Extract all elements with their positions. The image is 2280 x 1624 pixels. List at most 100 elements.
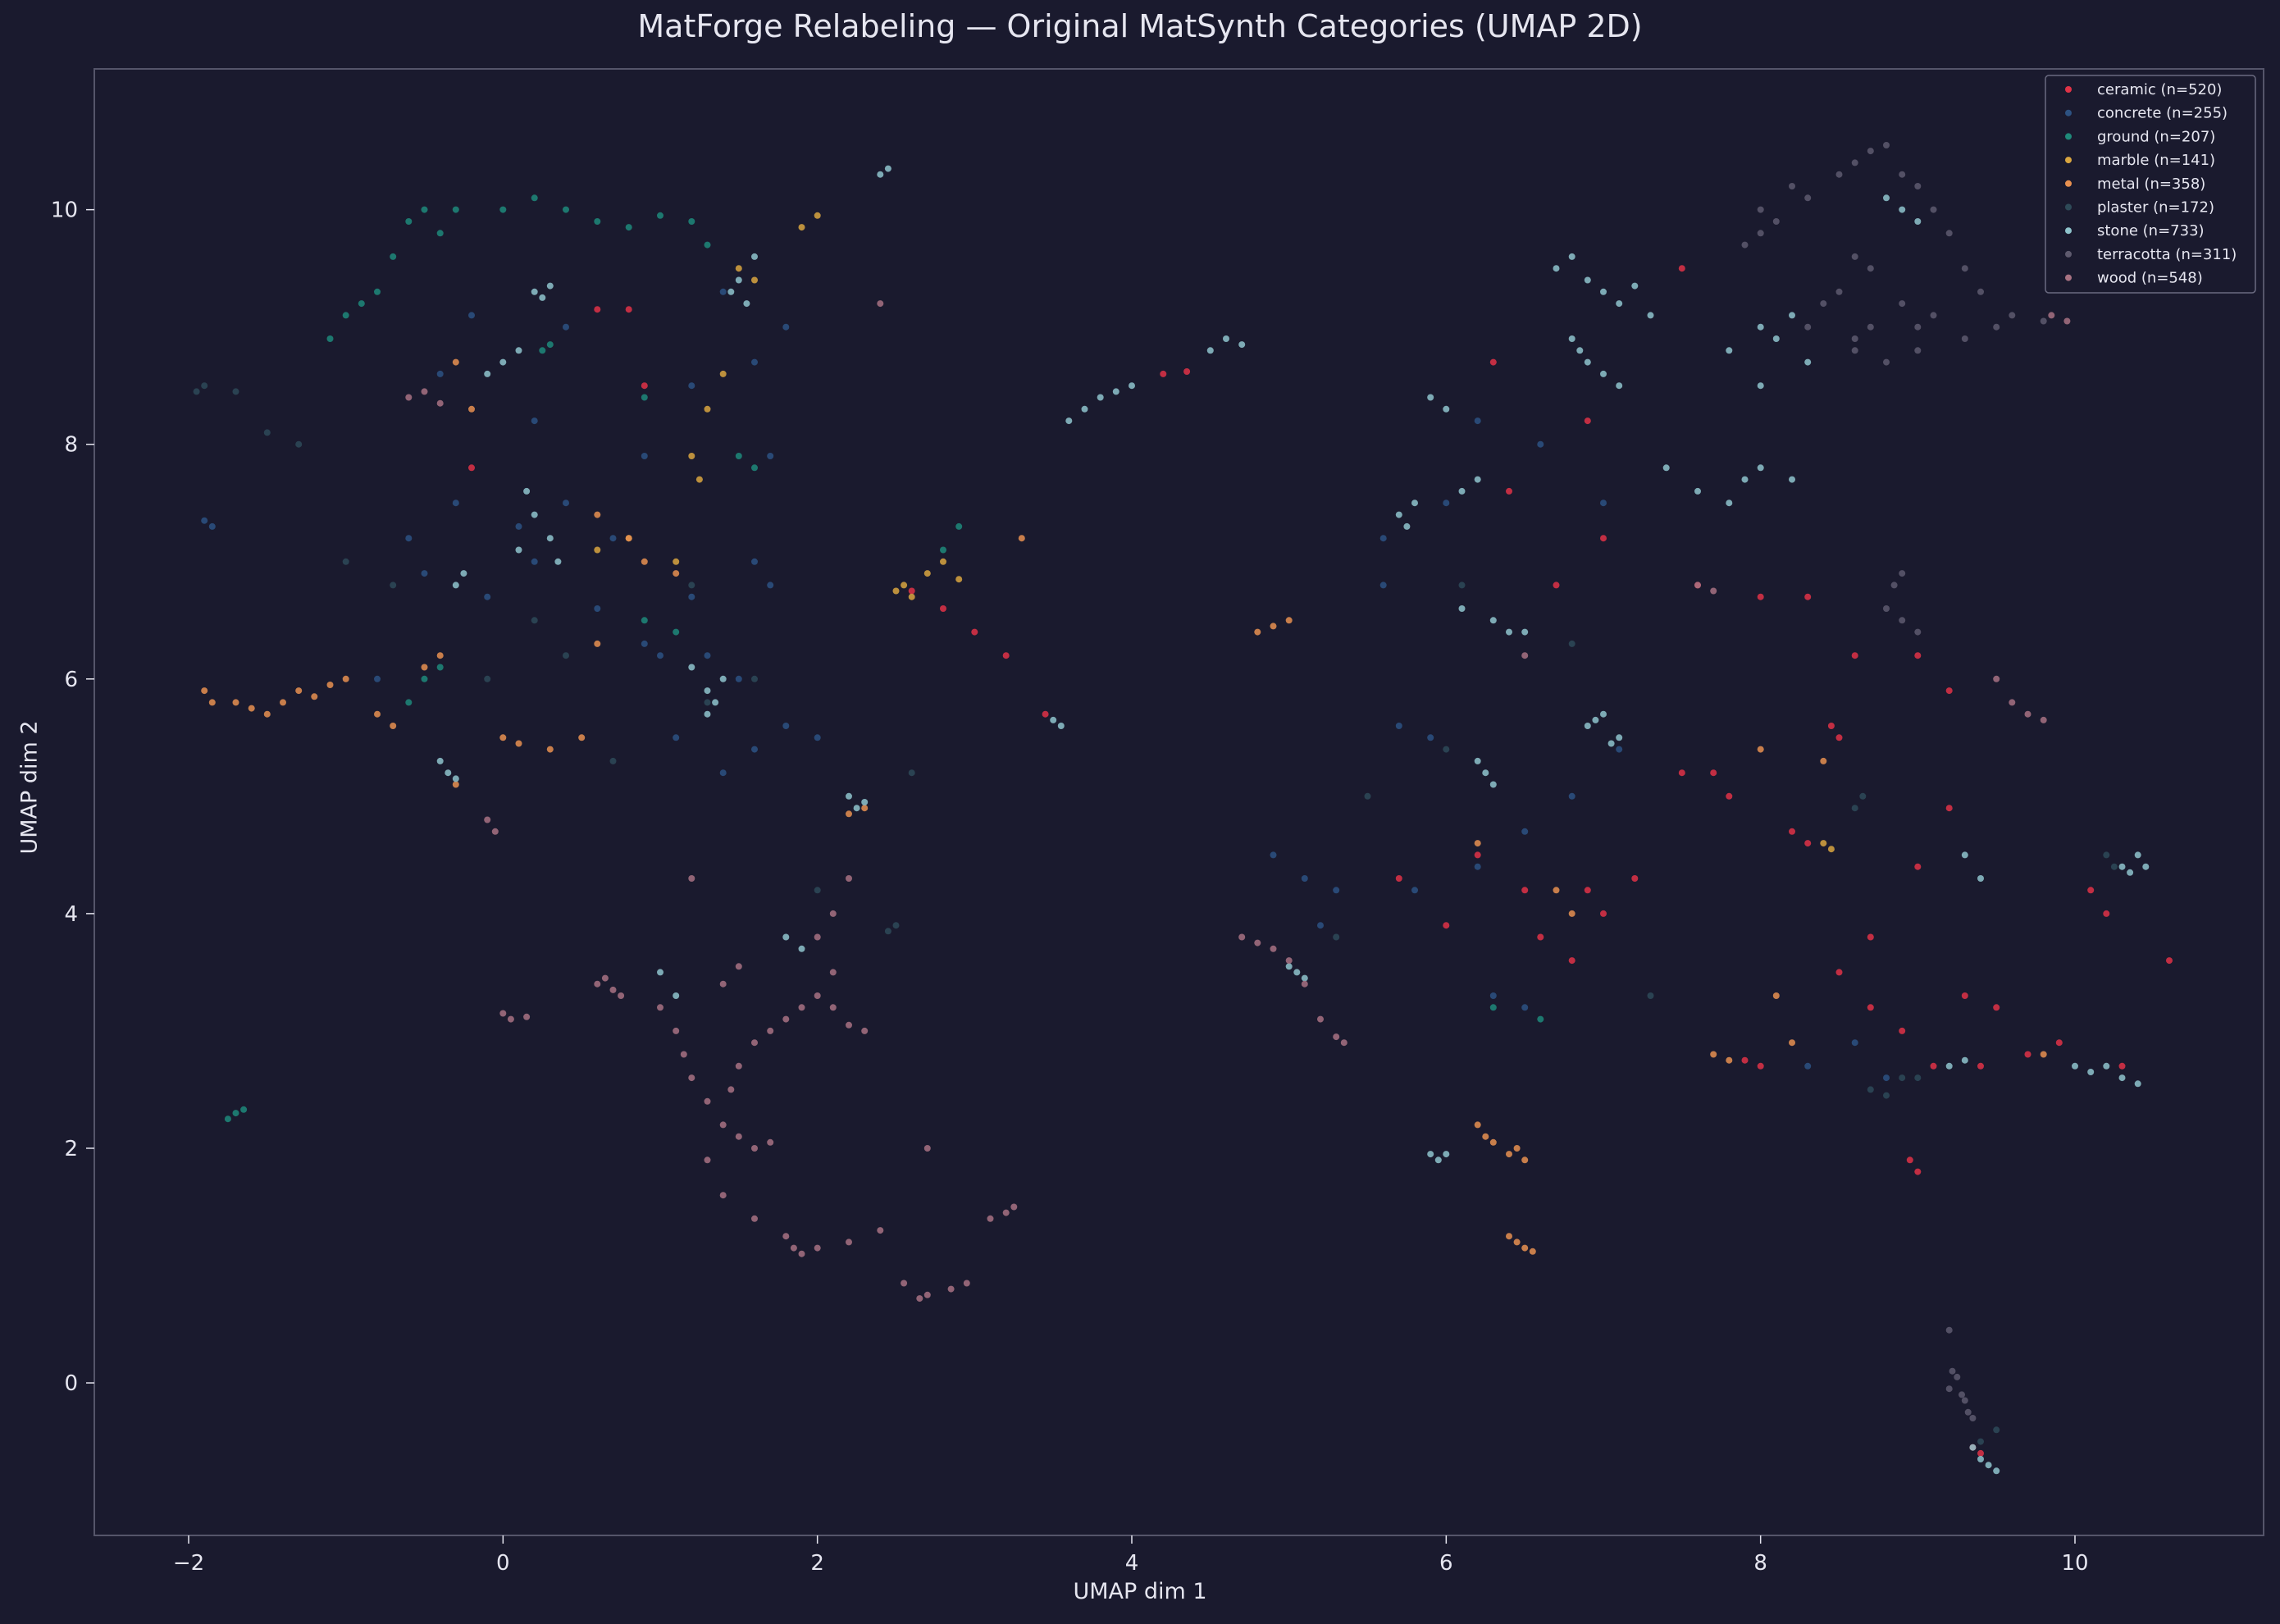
- data-point: [1883, 1074, 1890, 1082]
- data-point: [1458, 605, 1466, 612]
- data-point: [798, 224, 805, 231]
- legend-marker: [2065, 203, 2072, 211]
- data-point: [452, 358, 459, 366]
- data-point: [1434, 1156, 1442, 1164]
- data-point: [1914, 1074, 1922, 1082]
- data-point: [2040, 1051, 2047, 1058]
- data-point: [1537, 933, 1544, 941]
- data-point: [1489, 617, 1497, 624]
- data-point: [468, 464, 475, 472]
- data-point: [735, 265, 742, 272]
- data-point: [1568, 640, 1575, 647]
- data-point: [853, 805, 860, 812]
- data-point: [1592, 716, 1599, 723]
- data-point: [1741, 241, 1749, 249]
- data-point: [814, 887, 821, 894]
- data-point: [829, 969, 837, 976]
- data-point: [1081, 405, 1088, 413]
- data-point: [1789, 828, 1795, 835]
- data-point: [908, 769, 915, 777]
- data-point: [751, 276, 758, 284]
- data-point: [311, 693, 318, 700]
- data-point: [846, 1239, 852, 1246]
- data-point: [1206, 347, 1214, 354]
- data-point: [1458, 487, 1466, 495]
- data-point: [1482, 1133, 1489, 1140]
- data-point: [1914, 347, 1922, 354]
- data-point: [1568, 335, 1575, 342]
- data-point: [657, 969, 663, 976]
- data-point: [1443, 746, 1450, 753]
- x-tick-label: 10: [2061, 1551, 2088, 1576]
- data-point: [1584, 887, 1591, 894]
- data-point: [955, 576, 963, 583]
- data-point: [1820, 757, 1827, 764]
- data-point: [326, 335, 334, 342]
- data-point: [1961, 265, 1968, 272]
- data-point: [704, 652, 711, 659]
- data-point: [1726, 347, 1733, 354]
- data-point: [1010, 1203, 1018, 1211]
- data-point: [719, 1192, 727, 1199]
- data-point: [436, 370, 444, 377]
- data-point: [531, 558, 538, 565]
- data-point: [877, 171, 884, 178]
- data-point: [1964, 1408, 1972, 1416]
- data-point: [468, 312, 475, 319]
- data-point: [641, 558, 648, 565]
- data-point: [1914, 652, 1922, 659]
- data-point: [735, 276, 742, 284]
- data-point: [782, 323, 790, 331]
- x-tick-label: 4: [1125, 1551, 1139, 1576]
- data-point: [436, 652, 444, 659]
- data-point: [641, 382, 648, 390]
- data-point: [1521, 628, 1529, 636]
- data-point: [1772, 992, 1780, 999]
- data-point: [563, 500, 569, 507]
- x-axis-ticks: −2 0 2 4 6 8 10: [173, 1535, 2089, 1576]
- data-point: [1474, 417, 1481, 425]
- data-point: [609, 757, 617, 764]
- data-point: [1270, 851, 1277, 859]
- data-point: [1238, 341, 1246, 349]
- data-point: [1631, 282, 1639, 290]
- data-point: [1789, 312, 1795, 319]
- data-point: [1977, 1062, 1984, 1070]
- data-point: [2142, 863, 2150, 870]
- data-point: [1678, 769, 1685, 777]
- data-point: [1317, 922, 1324, 929]
- data-point: [436, 757, 444, 764]
- data-point: [1859, 792, 1867, 800]
- data-point: [1757, 593, 1764, 600]
- data-point: [782, 723, 790, 729]
- data-point: [1270, 623, 1277, 630]
- data-point: [2072, 1062, 2078, 1070]
- data-point: [1867, 1004, 1874, 1011]
- data-point: [1474, 757, 1481, 764]
- data-point: [751, 746, 758, 753]
- x-axis-label: UMAP dim 1: [1073, 1579, 1207, 1604]
- data-point: [263, 710, 271, 718]
- data-point: [877, 1227, 884, 1234]
- data-point: [484, 816, 491, 823]
- data-point: [657, 1004, 663, 1011]
- data-point: [2103, 851, 2110, 859]
- data-point: [1379, 582, 1387, 589]
- legend-label: plaster (n=172): [2097, 199, 2214, 217]
- legend-label: terracotta (n=311): [2097, 246, 2237, 263]
- data-point: [751, 253, 758, 260]
- data-point: [405, 699, 413, 706]
- data-point: [704, 405, 711, 413]
- data-point: [1772, 218, 1780, 225]
- data-point: [1694, 582, 1701, 589]
- data-point: [2118, 863, 2126, 870]
- data-point: [1521, 652, 1529, 659]
- data-point: [578, 734, 586, 741]
- data-point: [704, 699, 711, 706]
- data-point: [1961, 1397, 1968, 1404]
- data-point: [1835, 734, 1843, 741]
- data-point: [1521, 887, 1529, 894]
- data-point: [1835, 171, 1843, 178]
- data-point: [374, 675, 381, 682]
